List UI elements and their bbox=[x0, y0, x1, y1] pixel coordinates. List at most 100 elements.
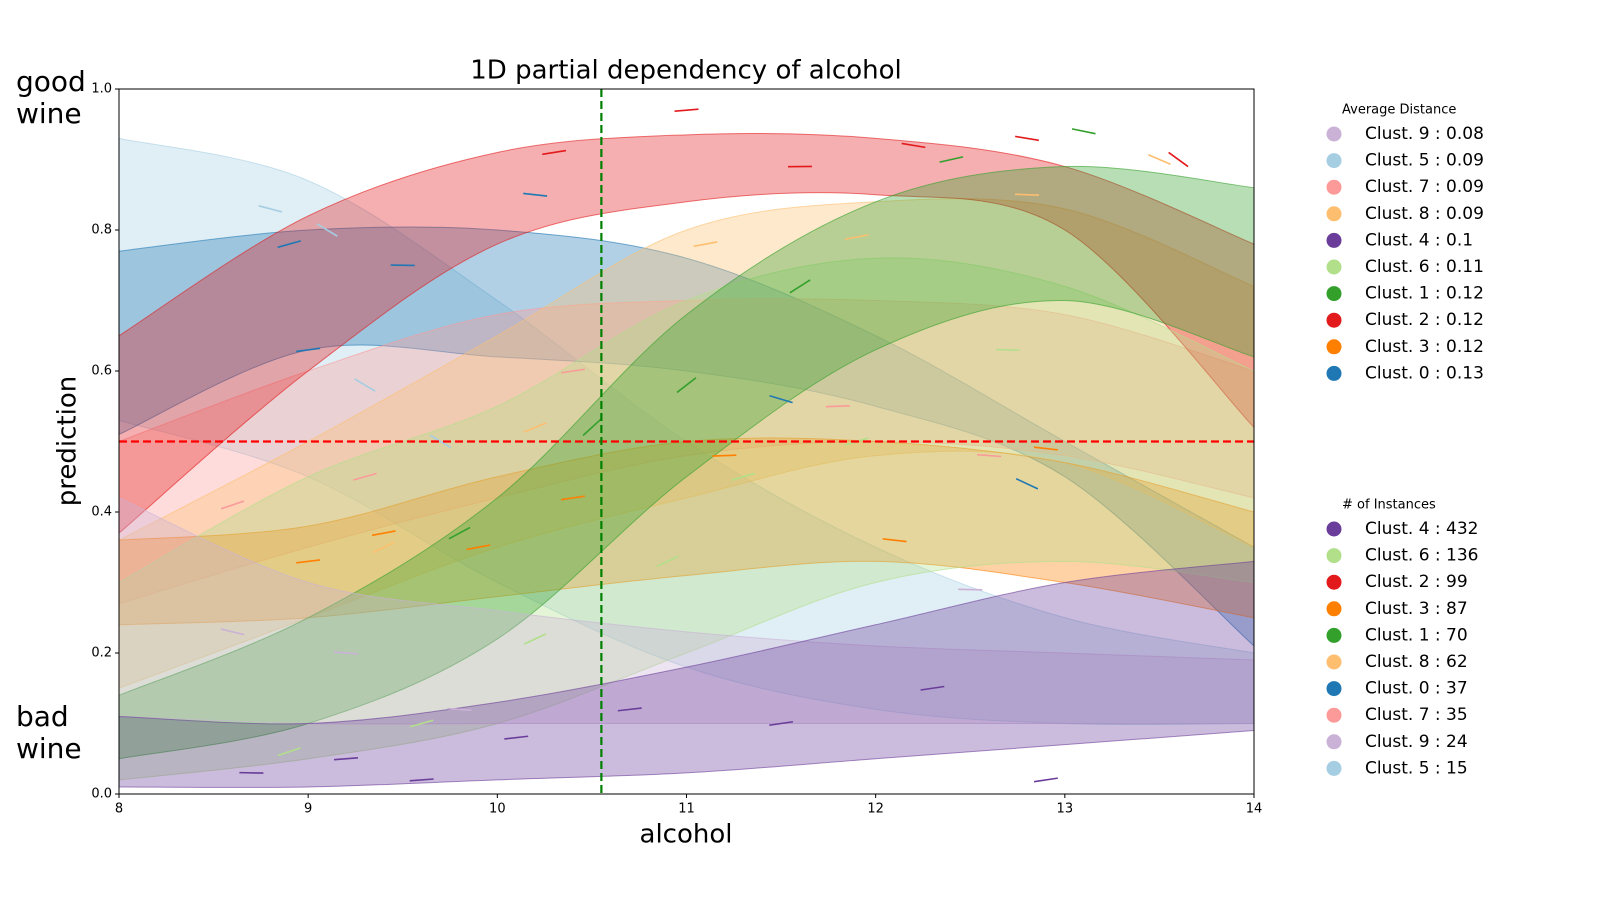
instance-mark bbox=[1014, 193, 1040, 196]
instance-mark bbox=[1015, 135, 1039, 142]
instance-mark bbox=[372, 541, 396, 554]
instance-mark bbox=[371, 530, 396, 537]
legend-label: Clust. 5 : 15 bbox=[1365, 758, 1468, 778]
legend-marker bbox=[1326, 707, 1342, 723]
instance-mark bbox=[1015, 478, 1039, 490]
instance-mark bbox=[582, 418, 602, 437]
instance-mark bbox=[429, 434, 452, 449]
x-tick-label: 14 bbox=[1246, 802, 1263, 817]
legend-marker bbox=[1326, 232, 1342, 248]
instance-mark bbox=[466, 544, 491, 551]
y-tick-label: 0.4 bbox=[91, 505, 112, 520]
instance-mark bbox=[1168, 151, 1189, 168]
instance-mark bbox=[939, 156, 964, 163]
legend-marker bbox=[1326, 153, 1342, 169]
legend-label: Clust. 4 : 432 bbox=[1365, 519, 1479, 539]
instance-mark bbox=[447, 707, 472, 712]
legend-marker bbox=[1326, 339, 1342, 355]
confidence-band bbox=[119, 497, 1254, 725]
instance-mark bbox=[712, 454, 737, 457]
instance-mark bbox=[353, 472, 377, 481]
instance-mark bbox=[977, 453, 1002, 458]
legend-marker bbox=[1326, 259, 1342, 275]
instance-mark bbox=[542, 149, 567, 156]
legend-label: Clust. 4 : 0.1 bbox=[1365, 230, 1473, 250]
instance-mark bbox=[769, 720, 794, 727]
instance-mark bbox=[1071, 128, 1096, 135]
instance-mark bbox=[277, 240, 302, 249]
legend-marker bbox=[1326, 312, 1342, 328]
instance-mark bbox=[789, 279, 811, 294]
x-tick-label: 9 bbox=[304, 802, 312, 817]
instance-mark bbox=[409, 778, 434, 782]
instance-mark bbox=[523, 422, 547, 433]
legend-label: Clust. 0 : 0.13 bbox=[1365, 363, 1484, 383]
y-tick-label: 0.2 bbox=[91, 646, 112, 661]
x-tick-label: 12 bbox=[867, 802, 884, 817]
instance-mark bbox=[844, 234, 869, 241]
legend-marker bbox=[1326, 126, 1342, 142]
instance-mark bbox=[333, 651, 359, 655]
legend-label: Clust. 3 : 87 bbox=[1365, 599, 1468, 619]
legend-label: Clust. 9 : 24 bbox=[1365, 732, 1468, 752]
instance-mark bbox=[296, 347, 321, 353]
instance-mark bbox=[523, 633, 547, 645]
instance-mark bbox=[354, 378, 376, 392]
instance-mark bbox=[316, 223, 338, 237]
instance-mark bbox=[731, 472, 755, 481]
instance-mark bbox=[617, 707, 642, 712]
y-tick-label: 0.6 bbox=[91, 364, 112, 379]
legend-label: Clust. 8 : 0.09 bbox=[1365, 204, 1484, 224]
plot-area bbox=[119, 89, 1254, 794]
chart-title: 1D partial dependency of alcohol bbox=[470, 56, 902, 86]
x-tick-label: 13 bbox=[1057, 802, 1074, 817]
legend-marker bbox=[1326, 734, 1342, 750]
confidence-band bbox=[119, 560, 1254, 788]
instance-mark bbox=[920, 685, 945, 691]
legend-marker bbox=[1326, 179, 1342, 195]
instance-mark bbox=[523, 192, 548, 197]
legend-marker bbox=[1326, 521, 1342, 537]
legend-marker bbox=[1326, 654, 1342, 670]
instance-mark bbox=[656, 555, 679, 568]
instance-mark bbox=[1033, 446, 1058, 451]
x-tick-label: 8 bbox=[115, 802, 123, 817]
instance-mark bbox=[561, 495, 585, 501]
instance-mark bbox=[561, 368, 585, 374]
legend-marker bbox=[1326, 574, 1342, 590]
instance-mark bbox=[693, 241, 718, 248]
instance-mark bbox=[674, 108, 699, 112]
legend-marker bbox=[1326, 548, 1342, 564]
instance-mark bbox=[676, 377, 697, 394]
legend-label: Clust. 5 : 0.09 bbox=[1365, 151, 1484, 171]
instance-mark bbox=[448, 526, 471, 540]
legend-marker bbox=[1326, 601, 1342, 617]
legend-label: Clust. 3 : 0.12 bbox=[1365, 337, 1484, 357]
legend-label: Clust. 7 : 0.09 bbox=[1365, 177, 1484, 197]
legend-label: Clust. 2 : 0.12 bbox=[1365, 310, 1484, 330]
legend-marker bbox=[1326, 627, 1342, 643]
y-tick-label: 1.0 bbox=[91, 82, 112, 97]
legend-label: Clust. 1 : 0.12 bbox=[1365, 284, 1484, 304]
legend-marker bbox=[1326, 286, 1342, 302]
instance-mark bbox=[1033, 777, 1058, 783]
instance-mark bbox=[1148, 154, 1171, 165]
legend-label: Clust. 6 : 0.11 bbox=[1365, 257, 1484, 277]
instance-mark bbox=[825, 405, 850, 408]
legend-label: Clust. 0 : 37 bbox=[1365, 679, 1468, 699]
instance-mark bbox=[220, 500, 245, 510]
instance-mark bbox=[409, 719, 434, 728]
legend-label: Clust. 7 : 35 bbox=[1365, 705, 1468, 725]
legend-title: # of Instances bbox=[1342, 498, 1436, 513]
confidence-band bbox=[119, 437, 1254, 626]
y-tick-label: 0.0 bbox=[91, 787, 112, 802]
y-axis-label: prediction bbox=[53, 376, 83, 506]
legend-title: Average Distance bbox=[1342, 103, 1456, 118]
instance-mark bbox=[901, 142, 926, 149]
x-axis-label: alcohol bbox=[640, 820, 733, 850]
annotation: good wine bbox=[16, 65, 86, 130]
x-tick-label: 10 bbox=[489, 802, 506, 817]
y-tick-label: 0.8 bbox=[91, 223, 112, 238]
legend-label: Clust. 8 : 62 bbox=[1365, 652, 1468, 672]
